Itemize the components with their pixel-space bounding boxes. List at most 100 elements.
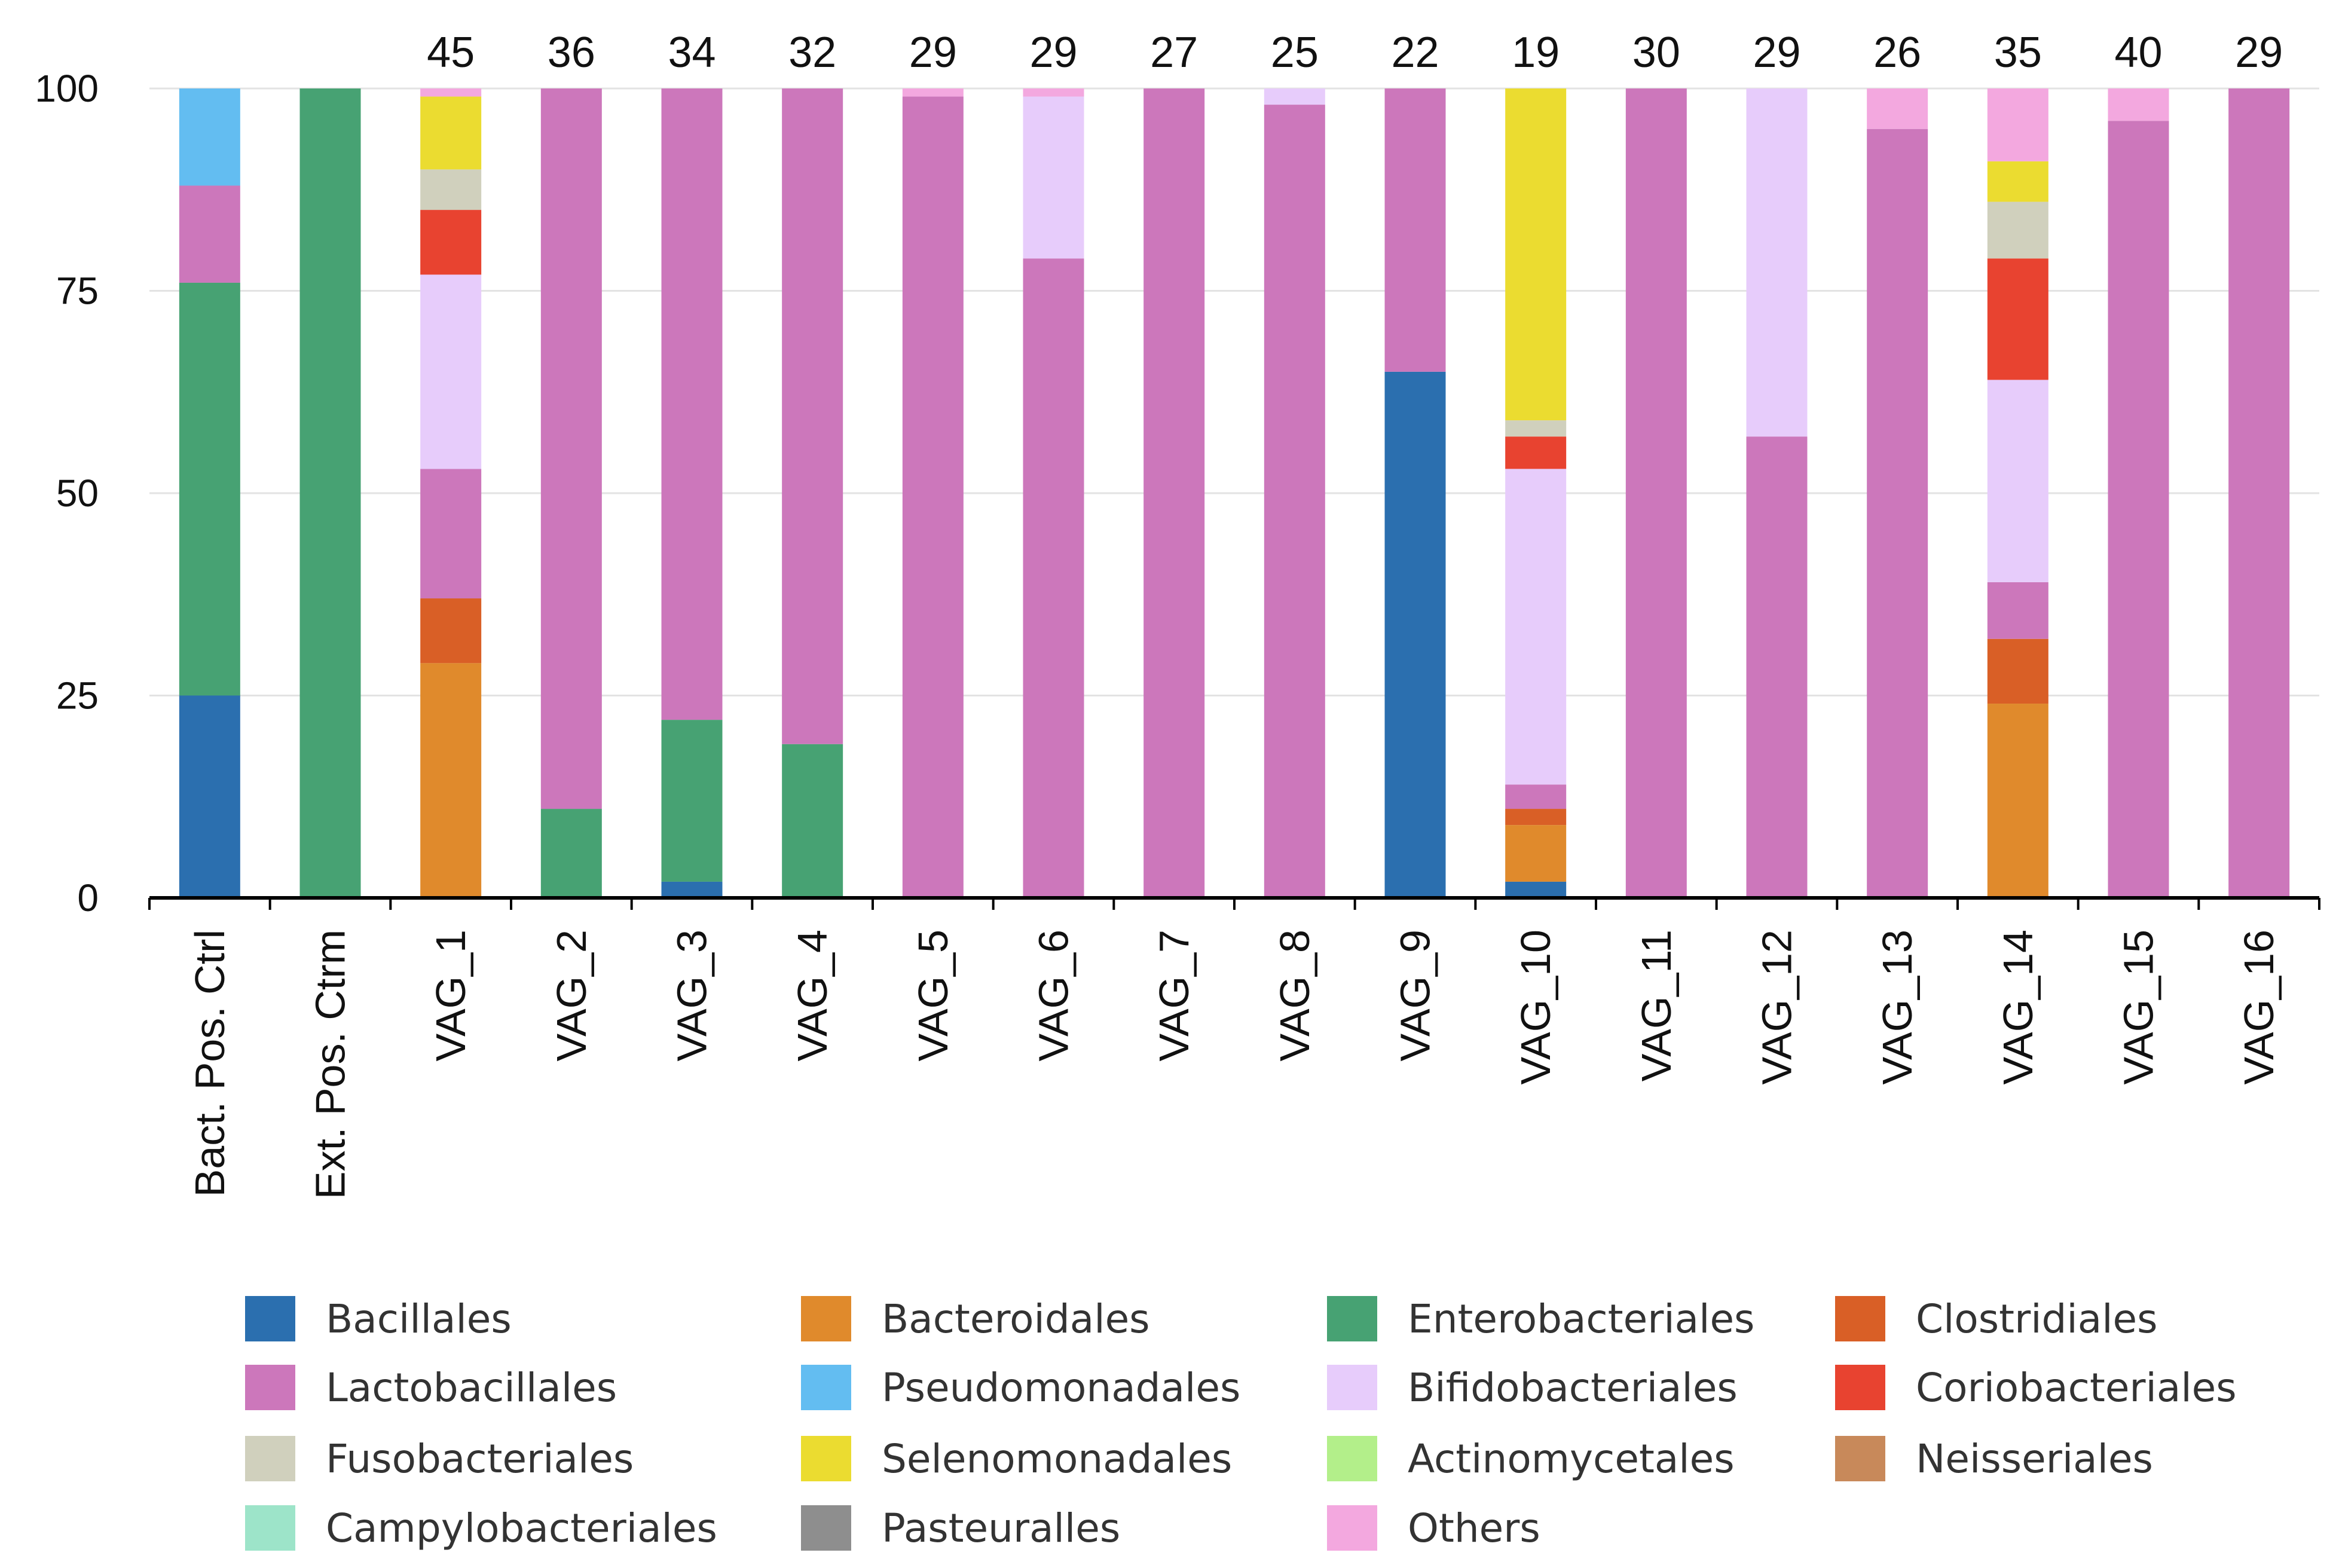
category-label: VAG_3 [669, 930, 716, 1062]
y-tick-label: 0 [77, 876, 99, 919]
bar-segment [782, 744, 843, 898]
category-label: VAG_14 [1995, 930, 2041, 1084]
bar-segment [2228, 88, 2290, 898]
legend-label: Pasteuralles [882, 1505, 1120, 1551]
category-label: VAG_12 [1754, 930, 1800, 1084]
bar-segment [1143, 88, 1205, 898]
bar-segment [1987, 161, 2048, 202]
category-label: Bact. Pos. Ctrl [186, 930, 233, 1197]
bar-segment [1384, 371, 1446, 898]
bar-segment [420, 96, 482, 170]
legend-swatch [801, 1505, 851, 1551]
bar-segment [1987, 582, 2048, 639]
category-label: VAG_16 [2236, 930, 2282, 1084]
top-count-label: 29 [1029, 29, 1077, 77]
bar-segment [179, 695, 240, 898]
legend-swatch [245, 1296, 295, 1341]
legend-swatch [245, 1505, 295, 1551]
category-label: VAG_10 [1512, 930, 1559, 1084]
bar-segment [1023, 96, 1084, 259]
bar-segment [1987, 638, 2048, 704]
category-label: VAG_15 [2115, 930, 2162, 1084]
bar-segment [420, 469, 482, 599]
bar-segment [1625, 88, 1687, 898]
bar-segment [420, 169, 482, 210]
bar-segment [1505, 469, 1567, 785]
bar-segment [1023, 258, 1084, 898]
legend-label: Bacillales [326, 1296, 512, 1342]
category-label: VAG_2 [548, 930, 595, 1062]
category-label: VAG_11 [1633, 930, 1680, 1081]
legend-swatch [1835, 1296, 1885, 1341]
top-count-label: 29 [1753, 29, 1800, 77]
legend-swatch [1835, 1365, 1885, 1410]
bar-segment [902, 88, 964, 97]
legend-label: Lactobacillales [326, 1365, 617, 1411]
bar-segment [1987, 704, 2048, 898]
bar-segment [2108, 121, 2169, 898]
legend-swatch [801, 1365, 851, 1410]
legend-label: Actinomycetales [1408, 1436, 1735, 1482]
y-tick-labels: 0 25 50 75 100 [35, 67, 99, 919]
y-tick-label: 75 [56, 270, 99, 313]
top-count-label: 29 [2235, 29, 2283, 77]
legend-label: Coriobacteriales [1916, 1365, 2237, 1411]
legend-label: Selenomonadales [882, 1436, 1232, 1482]
top-count-labels: 45 36 34 32 29 29 27 25 22 19 30 29 26 35 40 29 [427, 29, 2283, 77]
legend-swatch [801, 1296, 851, 1341]
y-tick-label: 25 [56, 674, 99, 717]
y-tick-label: 100 [35, 67, 99, 110]
bar-segment [1987, 88, 2048, 161]
bar-segment [1505, 420, 1567, 437]
bar-segment [420, 88, 482, 97]
category-label: VAG_6 [1031, 930, 1077, 1062]
bar-segment [661, 720, 723, 882]
top-count-label: 29 [909, 29, 957, 77]
category-label: VAG_5 [910, 930, 956, 1062]
top-count-label: 34 [668, 29, 716, 77]
category-label: VAG_9 [1392, 930, 1439, 1062]
bar-segment [1505, 436, 1567, 469]
bar-segment [1264, 105, 1325, 898]
top-count-label: 30 [1632, 29, 1680, 77]
top-count-label: 40 [2114, 29, 2162, 77]
bar-segment [782, 88, 843, 744]
top-count-label: 19 [1512, 29, 1560, 77]
bar-segment [1505, 809, 1567, 826]
axes [148, 896, 2320, 910]
bar-segment [1505, 881, 1567, 898]
bar-segment [1505, 88, 1567, 421]
bar-segment [661, 88, 723, 720]
bar-segment [1746, 436, 1808, 898]
gridlines [149, 87, 2319, 696]
bar-segment [902, 96, 964, 898]
legend-label: Pseudomonadales [882, 1365, 1240, 1411]
bar-segment [1987, 380, 2048, 582]
legend-label: Bacteroidales [882, 1296, 1150, 1342]
legend-label: Fusobacteriales [326, 1436, 634, 1482]
legend-swatch [1835, 1436, 1885, 1481]
bar-segment [1384, 88, 1446, 372]
legend-swatch [1327, 1505, 1377, 1551]
top-count-label: 36 [548, 29, 595, 77]
category-label: Ext. Pos. Ctrm [307, 930, 354, 1199]
legend-swatch [245, 1365, 295, 1410]
bar-segment [1505, 784, 1567, 809]
bar-segment [661, 881, 723, 898]
bar-segment [420, 210, 482, 275]
top-count-label: 45 [427, 29, 475, 77]
legend-label: Campylobacteriales [326, 1505, 717, 1551]
category-label: VAG_1 [427, 930, 474, 1062]
bar-segment [1867, 88, 1928, 129]
top-count-label: 26 [1873, 29, 1921, 77]
bar-segment [179, 88, 240, 186]
bar-segment [540, 809, 602, 898]
legend-label: Bifidobacteriales [1408, 1365, 1738, 1411]
top-count-label: 22 [1391, 29, 1439, 77]
legend-label: Enterobacteriales [1408, 1296, 1754, 1342]
bar-segment [179, 185, 240, 283]
legend-label: Neisseriales [1916, 1436, 2153, 1482]
bar-segment [299, 88, 361, 898]
legend: Bacillales Bacteroidales Enterobacteriales… [245, 1296, 2237, 1551]
category-label: VAG_13 [1874, 930, 1921, 1084]
